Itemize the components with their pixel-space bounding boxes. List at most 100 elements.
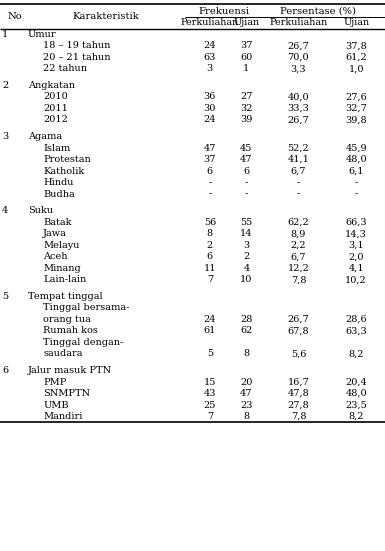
Text: 2: 2 [207, 241, 213, 250]
Text: Persentase (%): Persentase (%) [280, 7, 356, 15]
Text: 5: 5 [2, 292, 8, 301]
Text: 3: 3 [207, 64, 213, 73]
Text: Frekuensi: Frekuensi [199, 7, 250, 15]
Text: 48,0: 48,0 [345, 155, 367, 164]
Text: 70,0: 70,0 [288, 53, 309, 62]
Text: 47: 47 [240, 155, 253, 164]
Text: 36: 36 [204, 93, 216, 101]
Text: 6: 6 [243, 166, 249, 176]
Text: 6,1: 6,1 [348, 166, 364, 176]
Text: Karakteristik: Karakteristik [73, 12, 140, 21]
Text: 4: 4 [243, 264, 249, 273]
Text: 66,3: 66,3 [345, 218, 367, 227]
Text: 52,2: 52,2 [288, 144, 309, 153]
Text: 8,9: 8,9 [291, 229, 306, 238]
Text: 20 – 21 tahun: 20 – 21 tahun [43, 53, 110, 62]
Text: Umur: Umur [28, 30, 56, 39]
Text: 37: 37 [240, 41, 253, 50]
Text: 63: 63 [204, 53, 216, 62]
Text: 60: 60 [240, 53, 253, 62]
Text: Aceh: Aceh [43, 252, 68, 261]
Text: 20: 20 [240, 377, 253, 387]
Text: Katholik: Katholik [43, 166, 84, 176]
Text: Jalur masuk PTN: Jalur masuk PTN [28, 366, 112, 375]
Text: 7: 7 [207, 276, 213, 284]
Text: 62,2: 62,2 [288, 218, 309, 227]
Text: 56: 56 [204, 218, 216, 227]
Text: 10,2: 10,2 [345, 276, 367, 284]
Text: Ujian: Ujian [233, 18, 259, 27]
Text: 48,0: 48,0 [345, 389, 367, 398]
Text: 25: 25 [204, 401, 216, 409]
Text: Rumah kos: Rumah kos [43, 326, 98, 336]
Text: Tinggal bersama-: Tinggal bersama- [43, 304, 129, 312]
Text: 32: 32 [240, 104, 253, 113]
Text: 33,3: 33,3 [288, 104, 309, 113]
Text: Islam: Islam [43, 144, 70, 153]
Text: Budha: Budha [43, 190, 75, 198]
Text: 7,8: 7,8 [291, 276, 306, 284]
Text: Perkuliahan: Perkuliahan [181, 18, 239, 27]
Text: 16,7: 16,7 [288, 377, 309, 387]
Text: 47,8: 47,8 [288, 389, 309, 398]
Text: 7: 7 [207, 412, 213, 421]
Text: 2,0: 2,0 [348, 252, 364, 261]
Text: -: - [208, 190, 211, 198]
Text: 3,1: 3,1 [348, 241, 364, 250]
Text: 11: 11 [204, 264, 216, 273]
Text: -: - [245, 190, 248, 198]
Text: Agama: Agama [28, 132, 62, 141]
Text: Melayu: Melayu [43, 241, 80, 250]
Text: 40,0: 40,0 [288, 93, 309, 101]
Text: Tinggal dengan-: Tinggal dengan- [43, 338, 123, 347]
Text: 24: 24 [204, 41, 216, 50]
Text: 1,0: 1,0 [348, 64, 364, 73]
Text: 55: 55 [240, 218, 253, 227]
Text: 63,3: 63,3 [345, 326, 367, 336]
Text: -: - [297, 190, 300, 198]
Text: 2,2: 2,2 [291, 241, 306, 250]
Text: Perkuliahan: Perkuliahan [269, 18, 328, 27]
Text: 45: 45 [240, 144, 253, 153]
Text: 3: 3 [243, 241, 249, 250]
Text: 28,6: 28,6 [345, 315, 367, 324]
Text: 45,9: 45,9 [345, 144, 367, 153]
Text: 18 – 19 tahun: 18 – 19 tahun [43, 41, 110, 50]
Text: 30: 30 [204, 104, 216, 113]
Text: 1: 1 [243, 64, 249, 73]
Text: 20,4: 20,4 [345, 377, 367, 387]
Text: 8: 8 [207, 229, 213, 238]
Text: 26,7: 26,7 [288, 115, 309, 125]
Text: -: - [245, 178, 248, 187]
Text: -: - [208, 178, 211, 187]
Text: Tempat tinggal: Tempat tinggal [28, 292, 102, 301]
Text: 1: 1 [2, 30, 8, 39]
Text: 32,7: 32,7 [345, 104, 367, 113]
Text: 27,8: 27,8 [288, 401, 309, 409]
Text: 6,7: 6,7 [291, 166, 306, 176]
Text: 5,6: 5,6 [291, 349, 306, 359]
Text: 2010: 2010 [43, 93, 68, 101]
Text: SNMPTN: SNMPTN [43, 389, 90, 398]
Text: Suku: Suku [28, 206, 53, 215]
Text: 23: 23 [240, 401, 253, 409]
Text: Batak: Batak [43, 218, 72, 227]
Text: 41,1: 41,1 [288, 155, 309, 164]
Text: 14,3: 14,3 [345, 229, 367, 238]
Text: PMP: PMP [43, 377, 67, 387]
Text: 10: 10 [240, 276, 253, 284]
Text: 8: 8 [243, 412, 249, 421]
Text: 2012: 2012 [43, 115, 68, 125]
Text: Minang: Minang [43, 264, 81, 273]
Text: -: - [355, 190, 358, 198]
Text: 61: 61 [204, 326, 216, 336]
Text: Ujian: Ujian [343, 18, 369, 27]
Text: 4,1: 4,1 [348, 264, 364, 273]
Text: 28: 28 [240, 315, 253, 324]
Text: Jawa: Jawa [43, 229, 67, 238]
Text: No: No [7, 12, 22, 21]
Text: 15: 15 [204, 377, 216, 387]
Text: 27: 27 [240, 93, 253, 101]
Text: 6: 6 [2, 366, 8, 375]
Text: 8,2: 8,2 [348, 349, 364, 359]
